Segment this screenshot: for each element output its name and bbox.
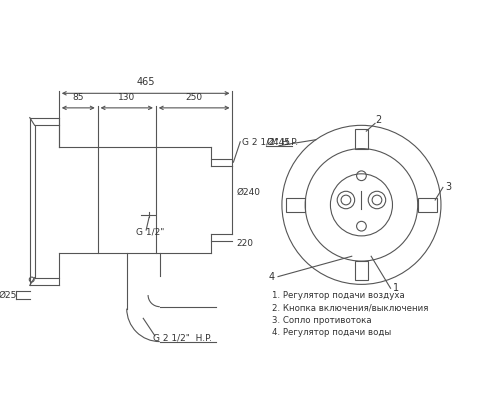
Text: 465: 465 <box>136 78 155 88</box>
Bar <box>354 129 368 148</box>
Text: 1. Регулятор подачи воздуха: 1. Регулятор подачи воздуха <box>272 290 405 300</box>
Text: 4: 4 <box>268 272 274 282</box>
Text: 3. Сопло противотока: 3. Сопло противотока <box>272 316 372 325</box>
Text: 2. Кнопка включения/выключения: 2. Кнопка включения/выключения <box>272 303 428 312</box>
Text: Ø445: Ø445 <box>266 138 290 147</box>
Text: G 1/2": G 1/2" <box>136 228 165 236</box>
Text: G 2 1/2"  H.P.: G 2 1/2" H.P. <box>153 333 212 342</box>
Text: 4. Регулятор подачи воды: 4. Регулятор подачи воды <box>272 328 392 337</box>
Bar <box>354 261 368 280</box>
Text: Ø25: Ø25 <box>0 290 17 300</box>
Text: Ø240: Ø240 <box>236 188 260 197</box>
Text: 2: 2 <box>375 116 382 126</box>
Bar <box>418 198 437 212</box>
Text: 130: 130 <box>118 93 136 102</box>
Bar <box>286 198 305 212</box>
Text: 220: 220 <box>236 239 254 248</box>
Text: 85: 85 <box>72 93 84 102</box>
Text: 250: 250 <box>186 93 202 102</box>
Text: 1: 1 <box>392 283 398 293</box>
Text: 3: 3 <box>445 182 451 192</box>
Text: G 2 1/2" H.P.: G 2 1/2" H.P. <box>242 137 298 146</box>
